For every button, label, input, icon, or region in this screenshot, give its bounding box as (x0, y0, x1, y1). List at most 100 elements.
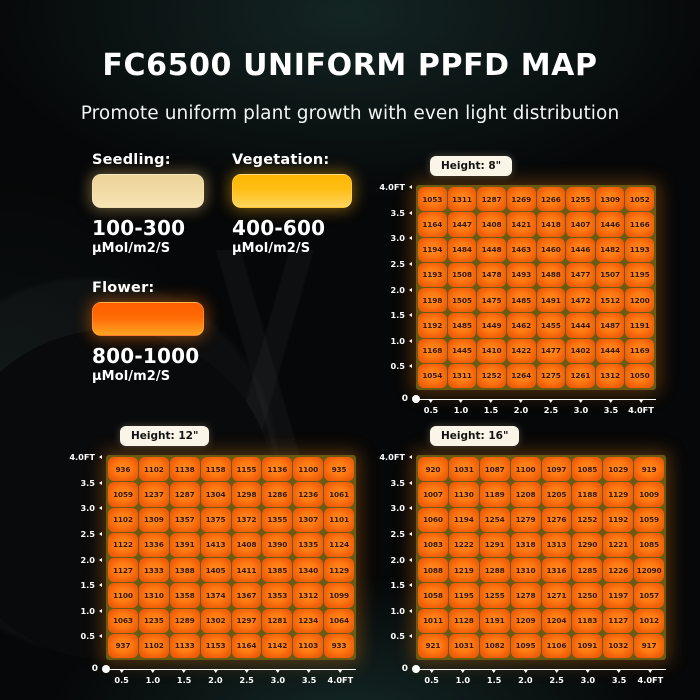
heatmap-cell: 1097 (541, 457, 572, 482)
y-axis-tick: 3.0 (370, 503, 412, 513)
y-axis-tick-label: 3.0 (80, 503, 95, 514)
y-axis-tick-label: 1.5 (80, 580, 95, 591)
heatmap-cell: 1194 (418, 237, 447, 262)
heatmap-cell: 1103 (293, 633, 324, 658)
heatmap-cell: 1310 (138, 583, 169, 608)
y-axis-tick: 2.5 (370, 529, 412, 539)
heatmap-cell: 1193 (625, 237, 654, 262)
heatmap-cell: 1413 (200, 532, 231, 557)
x-axis-tick-label: 2.0 (513, 405, 529, 415)
heatmap-cell: 1183 (572, 608, 603, 633)
x-axis-tick-marker-icon (488, 400, 493, 403)
heatmap-cell: 1032 (603, 633, 634, 658)
y-axis-tick-marker-icon (409, 364, 412, 369)
x-axis-tick: 1.5 (483, 400, 499, 415)
heatmap-cell: 1408 (477, 212, 506, 237)
y-axis-tick-marker-icon (409, 531, 412, 536)
heatmap-cell: 1133 (169, 633, 200, 658)
heatmap-cell: 1287 (169, 482, 200, 507)
y-axis-tick: 1.5 (60, 580, 102, 590)
y-axis-tick-label: 0.5 (390, 361, 405, 372)
x-axis-tick-marker-icon (428, 400, 433, 403)
legend-swatch-seedling (92, 174, 204, 208)
y-axis-tick-marker-icon (409, 313, 412, 318)
x-axis-tick: 1.0 (145, 670, 161, 685)
heatmap-cell: 1063 (108, 608, 138, 633)
heatmap-cell: 1255 (479, 583, 510, 608)
heatmap-cell: 1127 (603, 608, 634, 633)
y-axis-tick-marker-icon (409, 506, 412, 511)
heatmap-cell: 1234 (293, 608, 324, 633)
heatmap-cell: 1095 (510, 633, 541, 658)
heatmap-cell: 1318 (510, 532, 541, 557)
y-axis-tick-label: 3.5 (390, 207, 405, 218)
x-axis-tick-label: 3.0 (580, 675, 596, 685)
heatmap-title-badge-height-16: Height: 16" (430, 426, 520, 446)
y-axis-tick: 3.0 (60, 503, 102, 513)
heatmap-cell: 1083 (418, 532, 448, 557)
y-axis-tick-marker-icon (409, 261, 412, 266)
y-axis-tick-label: 2.5 (390, 528, 405, 539)
x-axis-tick-label: 1.0 (145, 675, 161, 685)
y-axis-tick-marker-icon (409, 608, 412, 613)
y-axis-tick: 0.5 (370, 361, 412, 371)
heatmap-cell: 1124 (324, 532, 354, 557)
heatmap-cell: 1011 (418, 608, 448, 633)
heatmap-cell: 1388 (169, 558, 200, 583)
heatmap-cell: 1447 (447, 212, 477, 237)
y-axis-tick-marker-icon (409, 557, 412, 562)
ppfd-heatmap-card-height-8: Height: 8" 1053 1311 1287 1269 1266 1255 1309 10… (370, 156, 674, 424)
heatmap-cell: 1275 (536, 363, 566, 388)
x-axis-tick-marker-icon (548, 400, 553, 403)
heatmap-cell: 1059 (108, 482, 138, 507)
x-axis-tick-label: 3.5 (301, 675, 317, 685)
heatmap-cell: 1463 (506, 237, 536, 262)
x-axis-tick-marker-icon (518, 400, 523, 403)
heatmap-cell: 1166 (625, 212, 654, 237)
x-axis-tick: 1.0 (456, 670, 470, 685)
heatmap-cell: 1192 (603, 507, 634, 532)
heatmap-cell: 1333 (138, 558, 169, 583)
heatmap-cell: 1477 (566, 262, 595, 287)
x-axis-tick-label: 1.5 (483, 405, 499, 415)
x-axis-tick-label: 4.0FT (327, 675, 354, 685)
heatmap-cell: 1155 (231, 457, 262, 482)
heatmap-cell: 1100 (108, 583, 138, 608)
heatmap-cell: 1222 (448, 532, 479, 557)
axis-origin-label: 0 (91, 664, 98, 674)
y-axis-tick-label: 0.5 (80, 631, 95, 642)
y-axis-tick-label: 3.0 (390, 503, 405, 514)
x-axis-tick-marker-icon (150, 670, 155, 673)
axis-origin-dot (412, 395, 420, 403)
heatmap-title-badge-height-12: Height: 12" (120, 426, 210, 446)
y-axis-tick-marker-icon (99, 531, 102, 536)
heatmap-cell: 1311 (447, 363, 477, 388)
legend-swatch-flower (92, 302, 204, 336)
x-axis-tick-marker-icon (307, 670, 312, 673)
heatmap-cell: 1099 (324, 583, 354, 608)
heatmap-cell: 1219 (448, 558, 479, 583)
heatmap-cell: 1411 (231, 558, 262, 583)
heatmap-cell: 917 (634, 633, 664, 658)
heatmap-cell: 1410 (477, 338, 506, 363)
heatmap-title-badge-height-8: Height: 8" (430, 156, 513, 176)
y-axis-tick: 1.0 (370, 606, 412, 616)
heatmap-cell: 1355 (262, 507, 293, 532)
heatmap-cell: 1281 (262, 608, 293, 633)
heatmap-cell: 1250 (572, 583, 603, 608)
y-axis-tick-marker-icon (409, 210, 412, 215)
x-axis-tick-marker-icon (460, 670, 465, 673)
heatmap-cell: 1462 (506, 313, 536, 338)
x-axis-tick: 4.0FT (327, 670, 354, 685)
x-axis-tick-label: 2.5 (239, 675, 254, 685)
legend-label-flower: Flower: (92, 280, 155, 296)
heatmap-cell: 1195 (448, 583, 479, 608)
heatmap-cell: 1448 (477, 237, 506, 262)
x-axis-tick-label: 3.5 (611, 675, 627, 685)
heatmap-cell: 1198 (418, 288, 447, 313)
x-axis-tick-label: 2.5 (543, 405, 559, 415)
heatmap-cell: 1287 (477, 187, 506, 212)
legend-item-vegetation: Vegetation: 400-600 μMol/m2/S (232, 152, 352, 256)
heatmap-cell: 1276 (541, 507, 572, 532)
legend-unit-vegetation: μMol/m2/S (232, 241, 311, 256)
